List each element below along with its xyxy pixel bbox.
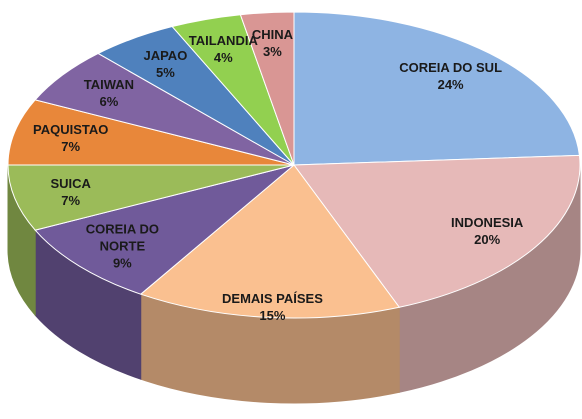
slice-label: INDONESIA 20% xyxy=(451,214,523,248)
value-label: 4% xyxy=(213,49,233,65)
value-label: 24% xyxy=(437,76,464,92)
category-label: COREIA DO NORTE xyxy=(85,221,159,254)
category-label: PAQUISTAO xyxy=(33,122,109,138)
slice xyxy=(293,154,581,308)
slice-label: COREIA DO NORTE 9% xyxy=(82,220,162,271)
value-label: 9% xyxy=(112,255,132,271)
value-label: 5% xyxy=(155,64,175,80)
category-label: DEMAIS PAÍSES xyxy=(222,290,323,306)
slice-label: JAPAO 5% xyxy=(143,47,187,81)
slice xyxy=(139,164,401,319)
slice xyxy=(293,11,580,166)
value-label: 6% xyxy=(99,94,119,110)
slice-label: PAQUISTAO 7% xyxy=(33,121,108,155)
category-label: SUICA xyxy=(50,175,91,191)
slice xyxy=(34,164,295,295)
slice xyxy=(239,11,295,166)
category-label: TAIWAN xyxy=(83,77,135,93)
value-label: 7% xyxy=(61,139,81,155)
category-label: INDONESIA xyxy=(451,214,524,230)
slice-label: COREIA DO SUL 24% xyxy=(399,59,502,93)
value-label: 15% xyxy=(259,307,286,323)
value-label: 20% xyxy=(474,231,501,247)
slice-label: SUICA 7% xyxy=(50,175,90,209)
category-label: JAPAO xyxy=(143,47,188,63)
slice-label: TAIWAN 6% xyxy=(84,76,134,110)
value-label: 3% xyxy=(263,44,282,60)
category-label: TAILANDIA xyxy=(188,32,258,48)
slice xyxy=(7,99,295,166)
value-label: 7% xyxy=(61,192,81,208)
slice-label: CHINA 3% xyxy=(252,26,293,60)
slice-label: DEMAIS PAÍSES 15% xyxy=(222,290,323,324)
category-label: CHINA xyxy=(251,27,294,43)
category-label: COREIA DO SUL xyxy=(399,59,503,75)
slice-label: TAILANDIA 4% xyxy=(189,32,258,66)
slice xyxy=(7,164,295,231)
